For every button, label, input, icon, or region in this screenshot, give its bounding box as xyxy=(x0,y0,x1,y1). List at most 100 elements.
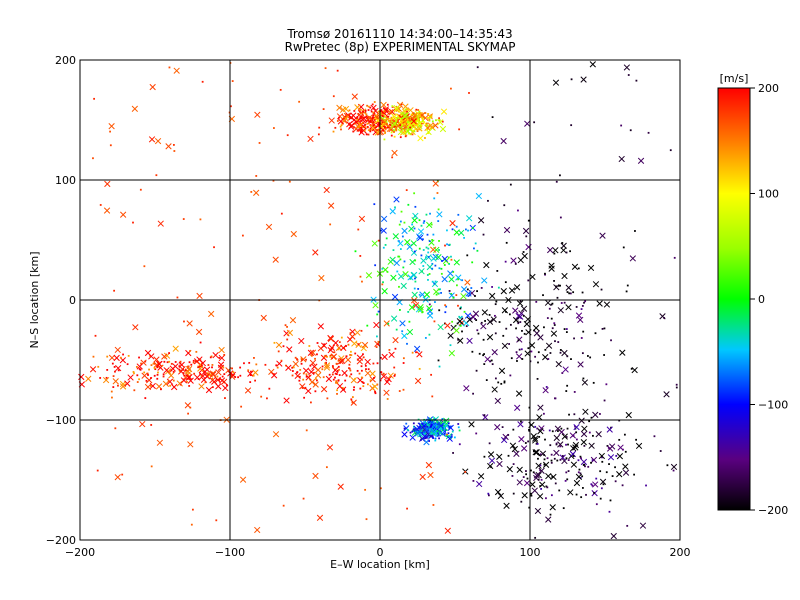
data-point-dot xyxy=(92,355,95,358)
data-point-dot xyxy=(600,288,603,291)
data-point-dot xyxy=(467,295,470,297)
data-point-cross xyxy=(635,442,643,450)
data-point-dot xyxy=(536,427,539,430)
data-point-cross xyxy=(545,516,552,523)
data-point-dot xyxy=(232,371,235,374)
data-point-dot xyxy=(199,364,202,366)
data-point-dot xyxy=(413,130,416,133)
data-point-dot xyxy=(298,375,301,378)
data-point-dot xyxy=(399,258,402,261)
data-point-dot xyxy=(510,357,513,360)
data-point-cross xyxy=(573,479,581,487)
data-point-dot xyxy=(427,132,430,135)
data-point-dot xyxy=(525,235,528,238)
data-point-cross xyxy=(544,299,552,306)
data-point-cross xyxy=(557,441,564,448)
data-point-cross xyxy=(154,137,162,145)
data-point-dot xyxy=(438,249,440,251)
data-point-cross xyxy=(595,431,602,438)
data-point-dot xyxy=(564,479,567,482)
data-point-dot xyxy=(414,277,416,280)
data-point-cross xyxy=(441,255,448,263)
data-point-dot xyxy=(348,363,351,366)
data-point-dot xyxy=(240,405,243,408)
data-point-cross xyxy=(587,264,595,272)
data-point-dot xyxy=(377,343,380,346)
data-point-dot xyxy=(336,69,339,72)
data-point-dot xyxy=(406,120,408,122)
data-point-cross xyxy=(393,259,400,267)
data-point-dot xyxy=(361,280,363,283)
data-point-dot xyxy=(117,369,120,372)
data-point-dot xyxy=(555,442,558,445)
data-point-cross xyxy=(194,374,201,381)
data-point-dot xyxy=(425,246,428,249)
data-point-cross xyxy=(532,324,540,332)
data-point-dot xyxy=(255,363,258,366)
data-point-dot xyxy=(438,119,441,122)
data-point-dot xyxy=(359,387,362,390)
data-point-cross xyxy=(423,427,430,434)
data-point-cross xyxy=(439,125,447,133)
data-point-dot xyxy=(517,209,519,212)
data-point-dot xyxy=(396,116,399,119)
data-point-dot xyxy=(459,324,462,327)
data-point-dot xyxy=(333,351,336,354)
data-point-dot xyxy=(622,246,625,249)
data-point-dot xyxy=(497,381,500,384)
data-point-dot xyxy=(149,385,152,387)
data-point-cross xyxy=(244,387,252,394)
data-point-dot xyxy=(438,309,441,312)
data-point-cross xyxy=(617,444,624,451)
data-point-dot xyxy=(390,134,393,137)
data-point-dot xyxy=(380,110,382,112)
data-point-cross xyxy=(494,397,501,405)
data-point-cross xyxy=(441,276,448,283)
data-point-dot xyxy=(381,114,384,117)
data-point-dot xyxy=(432,504,435,506)
data-point-dot xyxy=(178,370,181,373)
data-point-dot xyxy=(408,320,411,323)
data-point-cross xyxy=(480,323,487,330)
data-point-dot xyxy=(505,241,508,244)
data-point-cross xyxy=(440,108,448,115)
y-tick-label: 100 xyxy=(55,174,76,187)
data-point-dot xyxy=(367,133,370,136)
data-point-dot xyxy=(445,305,448,308)
data-point-dot xyxy=(435,419,438,422)
data-point-dot xyxy=(544,438,546,441)
data-point-dot xyxy=(505,310,507,313)
data-point-cross xyxy=(253,189,260,196)
data-point-dot xyxy=(211,364,214,366)
x-axis-ticks: −200 −100 0 100 200 xyxy=(65,546,691,559)
data-point-dot xyxy=(160,388,162,391)
data-point-dot xyxy=(372,114,375,117)
data-point-cross xyxy=(78,373,85,381)
data-point-dot xyxy=(348,367,351,370)
data-point-dot xyxy=(437,359,440,362)
data-point-dot xyxy=(563,328,566,330)
data-point-dot xyxy=(374,264,377,267)
data-point-dot xyxy=(172,144,175,146)
data-point-dot xyxy=(583,301,585,304)
data-point-dot xyxy=(580,496,583,499)
data-point-dot xyxy=(401,330,404,333)
data-point-dot xyxy=(503,381,506,384)
data-point-cross xyxy=(496,460,503,468)
data-point-dot xyxy=(286,338,289,341)
data-point-cross xyxy=(545,342,553,349)
data-point-dot xyxy=(573,337,575,340)
data-point-cross xyxy=(517,313,524,320)
data-point-dot xyxy=(666,464,669,467)
data-point-dot xyxy=(413,250,416,253)
data-point-cross xyxy=(417,135,424,142)
data-point-cross xyxy=(354,104,361,111)
data-point-cross xyxy=(517,421,524,428)
data-point-dot xyxy=(152,362,155,365)
data-point-dot xyxy=(126,363,129,366)
data-point-dot xyxy=(325,361,327,364)
data-point-dot xyxy=(418,111,421,113)
data-point-dot xyxy=(394,373,396,376)
data-point-cross xyxy=(425,128,432,136)
